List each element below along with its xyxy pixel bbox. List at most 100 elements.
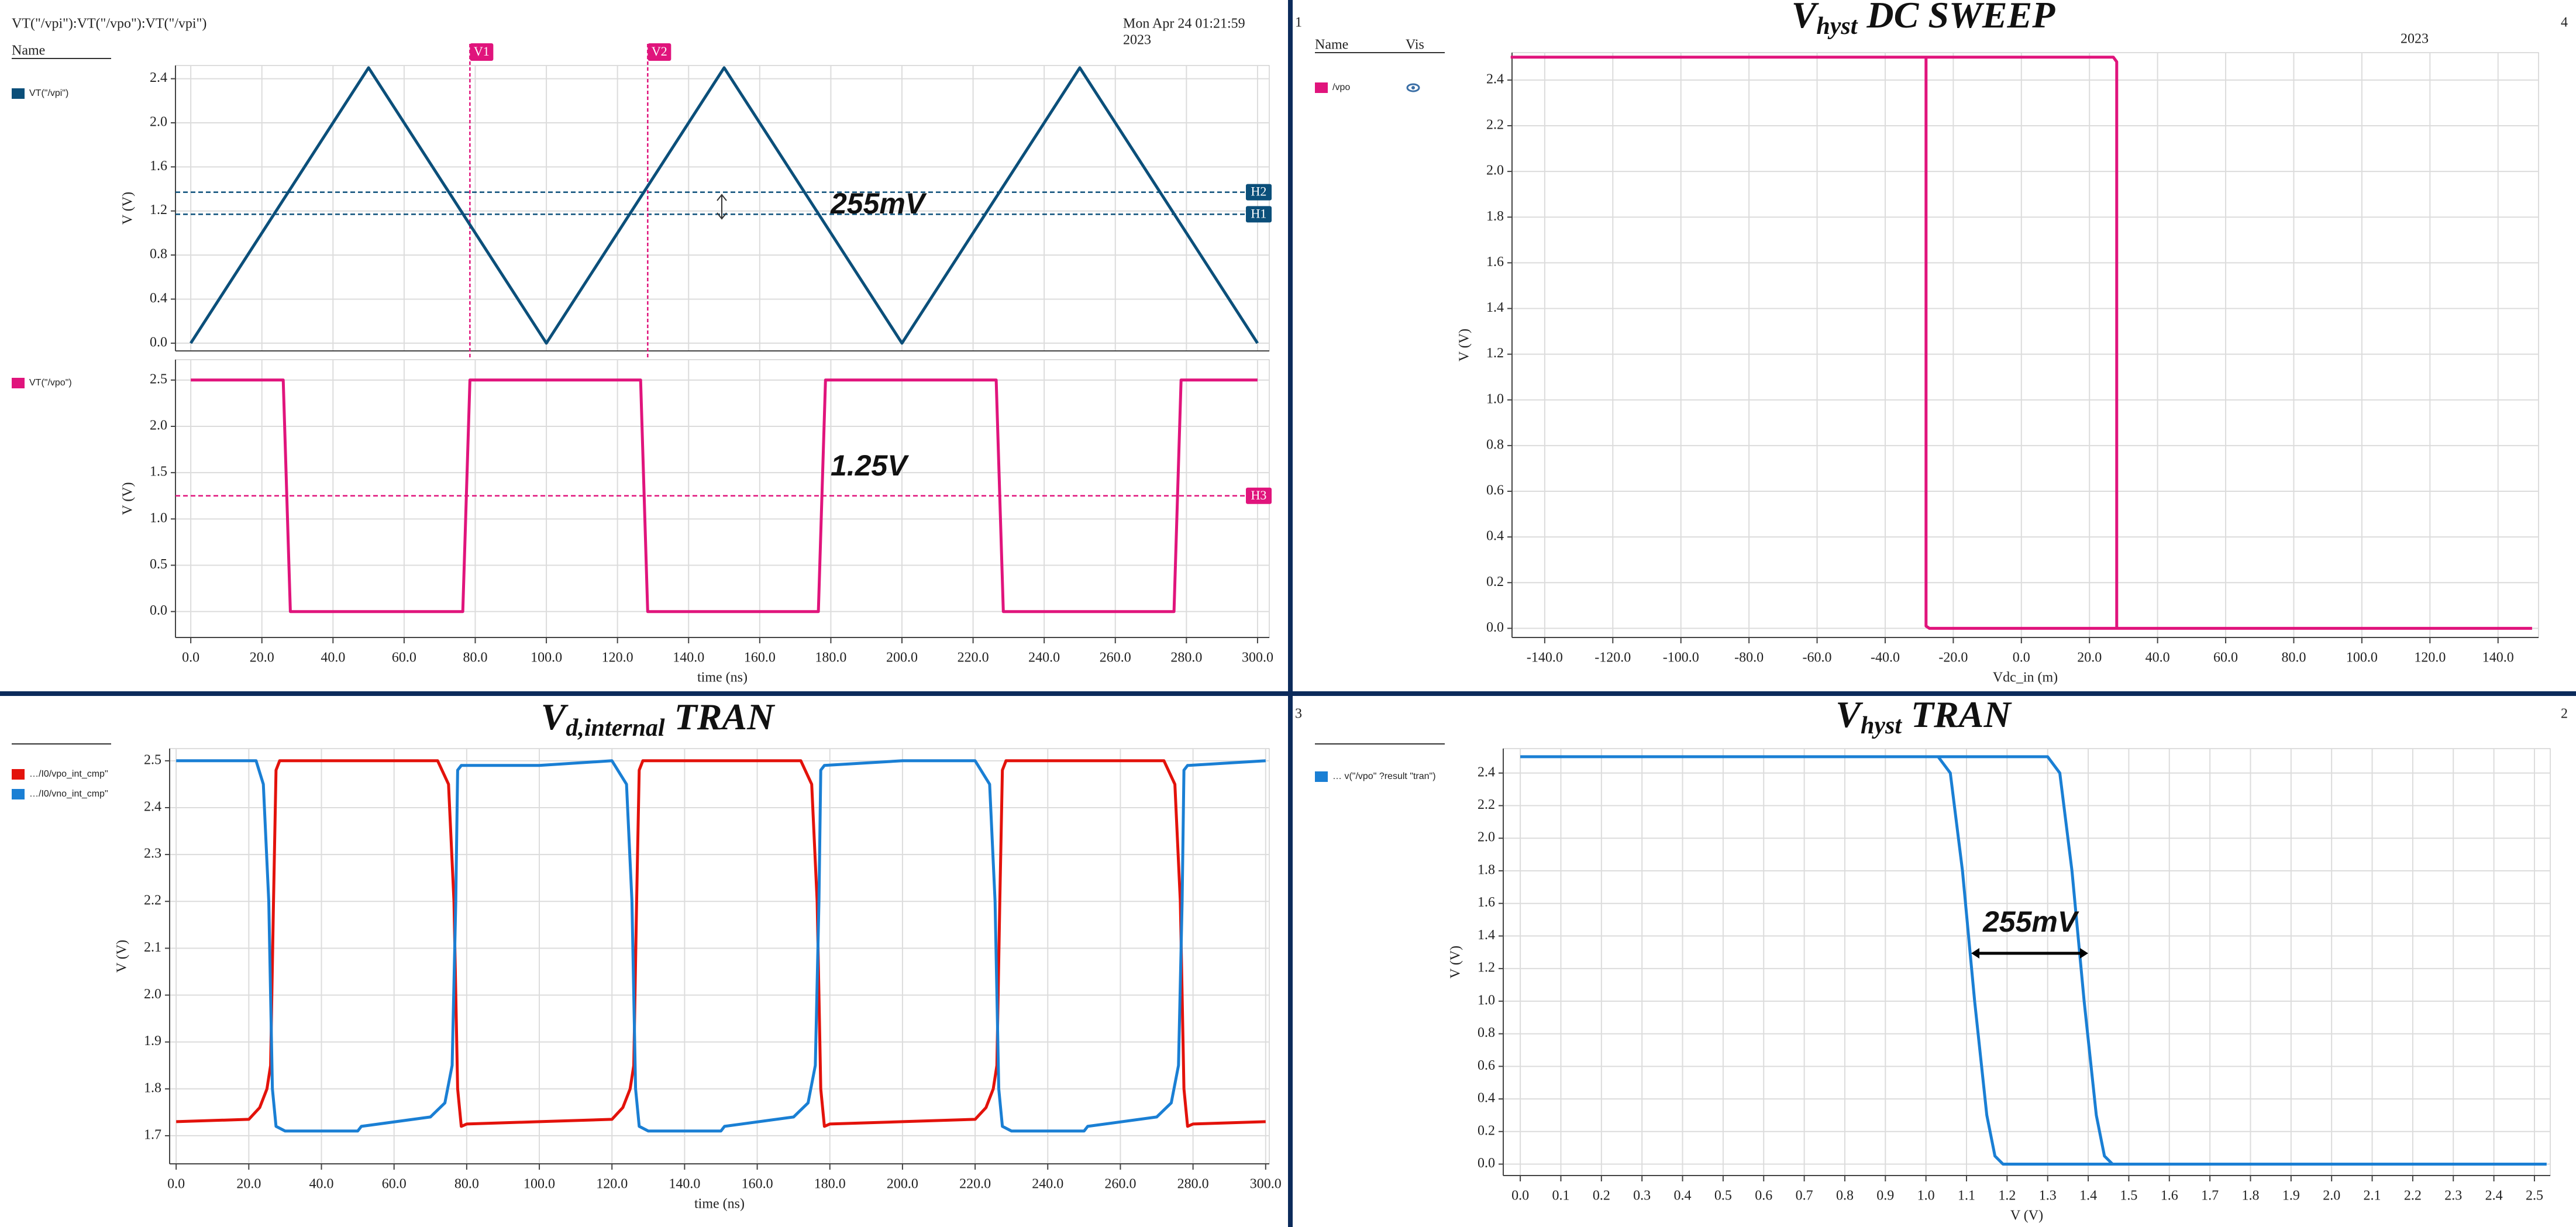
x-tick-label: 2.1: [2364, 1188, 2381, 1204]
legend-swatch: [12, 378, 25, 388]
y-tick-label: 0.0: [150, 335, 167, 350]
y-tick-label: 2.0: [150, 418, 167, 433]
x-axis-label: V (V): [2010, 1208, 2043, 1223]
y-tick-label: 0.4: [1486, 529, 1504, 544]
h-marker-label: H2: [1251, 184, 1267, 199]
legend-label: …/I0/vpo_int_cmp": [29, 769, 108, 779]
x-tick-label: 220.0: [958, 650, 989, 666]
y-tick-label: 2.3: [144, 846, 161, 861]
x-tick-label: 260.0: [1104, 1177, 1136, 1192]
x-tick-label: 60.0: [2213, 650, 2238, 666]
y-tick-label: 0.4: [1478, 1091, 1495, 1106]
x-tick-label: 60.0: [392, 650, 416, 666]
x-tick-label: 120.0: [596, 1177, 628, 1192]
y-tick-label: 1.8: [1478, 862, 1495, 877]
x-tick-label: 100.0: [531, 650, 562, 666]
y-tick-label: 1.5: [150, 464, 167, 480]
x-tick-label: 0.9: [1876, 1188, 1894, 1204]
y-tick-label: 0.6: [1478, 1058, 1495, 1073]
x-tick-label: 0.1: [1552, 1188, 1569, 1204]
y-tick-label: 0.8: [150, 247, 167, 262]
h-marker-label: H1: [1251, 206, 1267, 220]
x-tick-label: 1.5: [2120, 1188, 2137, 1204]
x-tick-label: 80.0: [2281, 650, 2306, 666]
x-tick-label: 0.2: [1593, 1188, 1610, 1204]
x-tick-label: 0.0: [182, 650, 199, 666]
y-tick-label: 2.4: [1486, 71, 1504, 87]
title-rest: TRAN: [674, 696, 776, 737]
legend-label: /vpo: [1332, 82, 1350, 92]
plot-area: [175, 359, 1270, 638]
x-tick-label: 0.0: [167, 1177, 185, 1192]
x-tick-label: 0.8: [1836, 1188, 1854, 1204]
y-tick-label: 0.6: [1486, 483, 1504, 498]
x-tick-label: 1.9: [2282, 1188, 2300, 1204]
x-tick-label: -80.0: [1734, 650, 1764, 666]
y-tick-label: 2.0: [144, 987, 161, 1002]
y-tick-label: 2.0: [150, 114, 167, 129]
series-line: [189, 66, 1259, 345]
title-subscript: hyst: [1816, 13, 1858, 40]
title-symbol: V: [541, 696, 569, 737]
x-tick-label: 100.0: [524, 1177, 555, 1192]
x-tick-label: 20.0: [236, 1177, 261, 1192]
h-marker-tag: [1246, 184, 1272, 201]
x-tick-label: 240.0: [1032, 1177, 1063, 1192]
x-axis-label: time (ns): [697, 670, 748, 685]
y-tick-label: 0.0: [150, 603, 167, 618]
x-tick-label: 20.0: [250, 650, 274, 666]
vertical-divider: [1288, 0, 1293, 1227]
x-tick-label: -20.0: [1938, 650, 1968, 666]
x-tick-label: 1.2: [1998, 1188, 2016, 1204]
series-line: [1520, 755, 2547, 1166]
x-tick-label: 20.0: [2077, 650, 2102, 666]
x-tick-label: 100.0: [2346, 650, 2378, 666]
h-marker-label: H3: [1251, 488, 1267, 502]
y-tick-label: 0.5: [150, 557, 167, 572]
y-tick-label: 1.6: [1486, 254, 1504, 270]
y-tick-label: 1.6: [150, 158, 167, 174]
y-axis-label: V (V): [120, 192, 136, 225]
visibility-icon[interactable]: [1406, 83, 1420, 92]
x-tick-label: 1.1: [1958, 1188, 1975, 1204]
x-tick-label: 0.0: [1511, 1188, 1529, 1204]
x-tick-label: 160.0: [744, 650, 776, 666]
x-tick-label: 2.2: [2404, 1188, 2422, 1204]
v-marker-tag: [648, 43, 671, 61]
y-tick-label: 1.7: [144, 1127, 161, 1142]
annotation: 255mV: [830, 187, 927, 220]
x-tick-label: 1.3: [2039, 1188, 2057, 1204]
h-marker-tag: [1246, 487, 1272, 504]
x-tick-label: 0.3: [1633, 1188, 1651, 1204]
legend-swatch: [12, 88, 25, 99]
y-axis-label: V (V): [1448, 946, 1463, 978]
y-tick-label: 1.0: [150, 511, 167, 526]
y-tick-label: 2.4: [150, 70, 167, 85]
dimension-arrow: [717, 194, 727, 220]
annotation: 1.25V: [831, 449, 909, 482]
y-tick-label: 2.2: [1478, 797, 1495, 812]
x-tick-label: -60.0: [1803, 650, 1832, 666]
chart-title: Vhyst DC SWEEP: [1792, 0, 2055, 40]
y-tick-label: 1.8: [144, 1080, 161, 1095]
date: Mon Apr 24 01:21:59: [1123, 16, 1245, 32]
legend-vis: Vis: [1406, 37, 1424, 53]
x-tick-label: 300.0: [1242, 650, 1273, 666]
series-line: [176, 759, 1266, 1128]
y-tick-label: 2.2: [1486, 118, 1504, 133]
y-tick-label: 1.8: [1486, 209, 1504, 224]
title-subscript: hyst: [1861, 712, 1902, 739]
x-tick-label: 40.0: [309, 1177, 334, 1192]
y-tick-label: 0.2: [1478, 1123, 1495, 1138]
title-subscript: d,internal: [566, 715, 665, 742]
y-axis-label: V (V): [120, 482, 136, 515]
x-tick-label: 1.0: [1917, 1188, 1935, 1204]
legend-label: … v("/vpo" ?result "tran"): [1332, 771, 1436, 781]
y-tick-label: 1.6: [1478, 895, 1495, 910]
title-rest: TRAN: [1911, 694, 2012, 735]
visibility-icon-pupil: [1411, 86, 1415, 89]
y-tick-label: 2.5: [144, 752, 161, 767]
y-tick-label: 2.0: [1486, 163, 1504, 178]
title-rest: DC SWEEP: [1866, 0, 2055, 36]
x-tick-label: 200.0: [887, 1177, 918, 1192]
